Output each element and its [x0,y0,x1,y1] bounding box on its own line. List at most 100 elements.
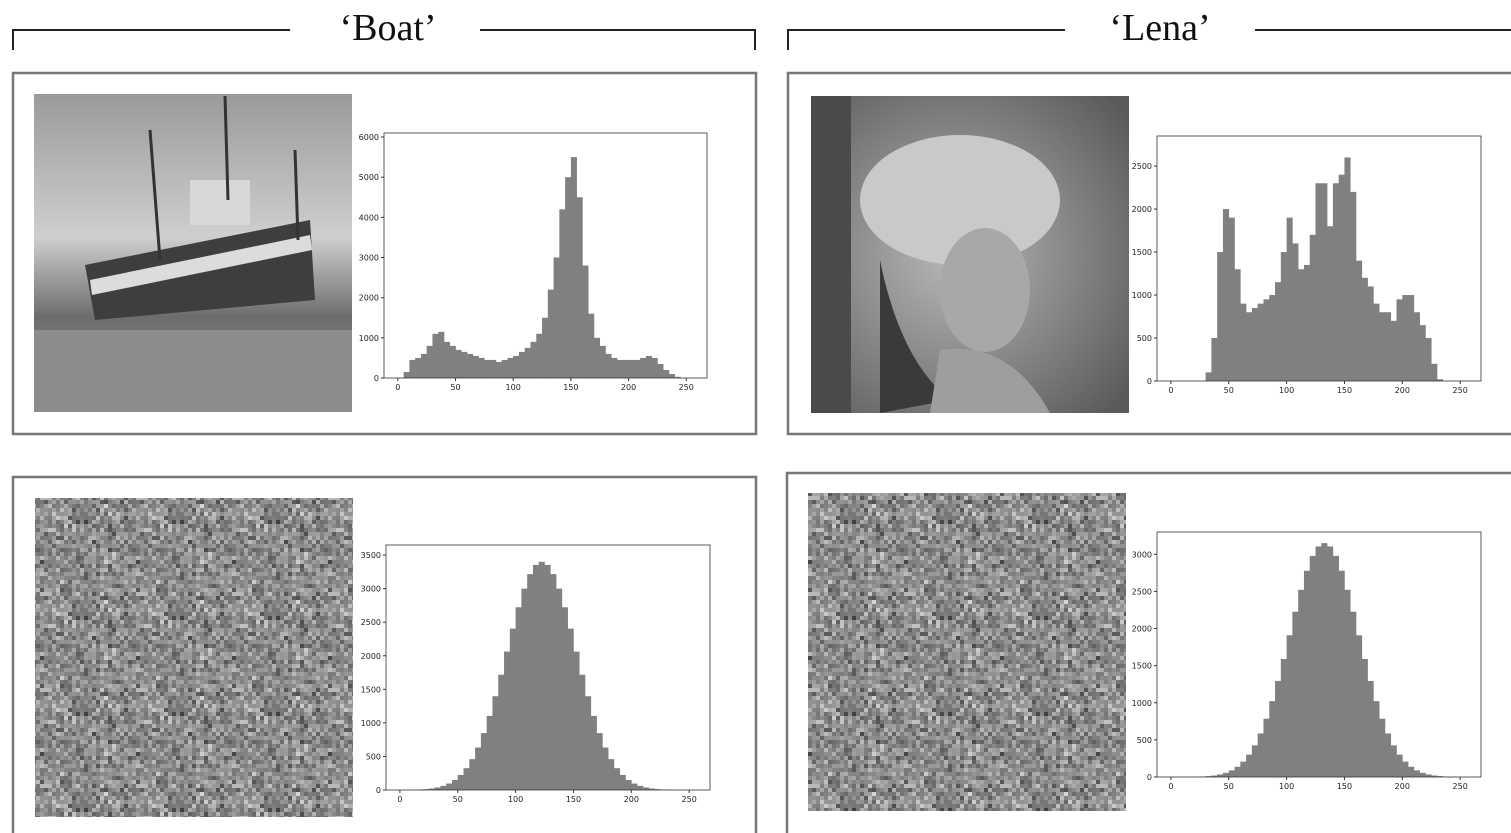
bar [438,332,444,378]
bar [1344,157,1350,381]
bar [487,716,493,790]
bar [554,258,560,378]
x-tick-label: 50 [453,795,463,804]
bar [577,197,583,378]
bar [1287,635,1293,777]
bar [452,780,458,790]
bar [1391,321,1397,381]
bar [565,177,571,378]
bar [1379,312,1385,381]
bar [1408,295,1414,381]
bar [458,775,464,790]
x-tick-label: 250 [1453,782,1468,791]
bar [1240,762,1246,777]
encrypted-image [808,493,1126,811]
bar [467,354,473,378]
bar [502,360,508,378]
bar [1425,338,1431,381]
bar [1373,701,1379,777]
bar [1258,304,1264,381]
bar [1379,719,1385,777]
bar [605,354,611,378]
bar [479,358,485,378]
header-title: ‘Boat’ [339,7,436,49]
y-tick-label: 6000 [359,133,379,142]
bar [1397,755,1403,777]
bar [588,314,594,378]
bar [1408,767,1414,777]
bar [1235,269,1241,381]
bar [1316,183,1322,381]
y-tick-label: 0 [374,374,379,383]
y-tick-label: 2500 [1132,162,1152,171]
histogram: 0501001502002500100020003000400050006000 [359,133,707,392]
bar [1275,282,1281,381]
bar [1298,269,1304,381]
y-tick-label: 500 [366,752,381,761]
bar [568,629,574,790]
bar [640,358,646,378]
bar [527,574,533,790]
bar [579,675,585,790]
x-tick-label: 0 [1168,386,1173,395]
bar [1287,218,1293,381]
y-tick-label: 2000 [359,294,379,303]
bar [1281,252,1287,381]
bar [409,360,415,378]
x-tick-label: 0 [397,795,402,804]
bar [1368,681,1374,777]
x-tick-label: 150 [1337,782,1352,791]
x-tick-label: 200 [1395,386,1410,395]
bar [464,768,470,790]
figure: ‘Boat’ ‘Lena’ 05010015020025001000200030… [0,0,1511,833]
y-tick-label: 1000 [359,334,379,343]
bar [525,348,531,378]
bar [559,209,565,378]
y-tick-label: 2000 [361,652,381,661]
x-tick-label: 100 [1279,782,1294,791]
bar [496,362,502,378]
bar [1344,590,1350,777]
bar [533,565,539,790]
bar [545,565,551,790]
bar [461,352,467,378]
bar [521,589,527,790]
bar [450,346,456,378]
page: {"headers": ["‘Boat’", "‘Lena’"], "chart… [0,0,1511,833]
bar [498,675,504,790]
y-tick-label: 3000 [361,585,381,594]
bar [1321,543,1327,777]
bar [513,356,519,378]
bar [1420,773,1426,777]
y-tick-label: 2500 [1132,587,1152,596]
y-tick-label: 2000 [1132,205,1152,214]
bar [1431,364,1437,381]
bar [440,786,446,790]
y-tick-label: 2000 [1132,625,1152,634]
bar [1333,556,1339,777]
bar [1420,325,1426,381]
bar [415,358,421,378]
y-tick-label: 0 [376,786,381,795]
bar [657,364,663,378]
y-tick-label: 1000 [1132,291,1152,300]
bar [617,360,623,378]
encrypted-image [35,498,353,817]
bar [1211,338,1217,381]
bar [637,786,643,790]
x-tick-label: 0 [1168,782,1173,791]
bar [1240,304,1246,381]
bar [1385,312,1391,381]
x-tick-label: 100 [1279,386,1294,395]
y-tick-label: 500 [1137,334,1152,343]
bar [1350,192,1356,381]
x-tick-label: 50 [1224,782,1234,791]
lena-photo [811,96,1129,413]
x-tick-label: 100 [508,795,523,804]
x-tick-label: 50 [1224,386,1234,395]
bar [1316,546,1322,777]
bar [1269,701,1275,777]
y-tick-label: 2500 [361,618,381,627]
